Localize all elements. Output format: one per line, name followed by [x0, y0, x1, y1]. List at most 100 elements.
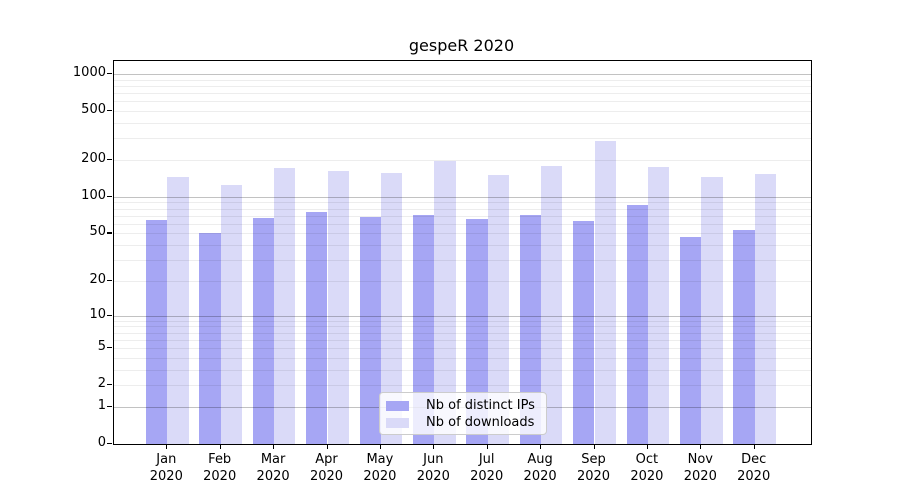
y-tick-label-20: 20: [89, 272, 106, 288]
x-tick-label-feb: Feb 2020: [185, 452, 255, 486]
x-tick-label-oct: Oct 2020: [612, 452, 682, 486]
x-tick-label-may: May 2020: [345, 452, 415, 486]
x-tick-dec: [753, 444, 755, 449]
x-tick-sep: [593, 444, 595, 449]
y-tick-10: [107, 314, 112, 316]
gridline-minor-700: [114, 93, 811, 95]
x-tick-month: Apr: [315, 452, 338, 467]
legend-swatch-ips: [386, 400, 409, 411]
bar-downloads-oct: [647, 166, 670, 444]
x-tick-month: Jul: [478, 452, 495, 467]
x-tick-year: 2020: [737, 468, 771, 484]
x-tick-year: 2020: [203, 468, 237, 484]
gridline-minor-600: [114, 101, 811, 103]
gridline-minor-800: [114, 85, 811, 87]
y-tick-1: [107, 405, 112, 408]
x-tick-year: 2020: [363, 468, 397, 484]
bar-ips-jan: [146, 220, 168, 444]
bar-ips-mar: [252, 218, 275, 444]
legend-label-downloads: Nb of downloads: [426, 415, 535, 430]
x-tick-year: 2020: [683, 468, 717, 484]
bar-downloads-feb: [220, 185, 242, 444]
y-tick-1000: [107, 72, 112, 75]
y-tick-label-200: 200: [81, 151, 106, 167]
gridline-major-1000: [114, 73, 811, 75]
x-tick-label-sep: Sep 2020: [559, 452, 629, 486]
y-tick-label-5: 5: [97, 339, 106, 355]
legend: Nb of distinct IPs Nb of downloads: [379, 392, 547, 435]
y-tick-2: [107, 384, 112, 386]
x-tick-label-aug: Aug 2020: [505, 452, 575, 486]
x-tick-feb: [219, 444, 221, 449]
x-tick-label-jul: Jul 2020: [452, 452, 522, 486]
y-tick-200: [107, 158, 112, 161]
bar-ips-may: [359, 217, 381, 444]
x-tick-label-jun: Jun 2020: [398, 452, 468, 486]
bar-ips-nov: [680, 236, 702, 444]
bar-downloads-jul: [487, 174, 509, 444]
legend-item-ips: Nb of distinct IPs: [386, 397, 546, 414]
bar-ips-feb: [199, 233, 221, 444]
x-tick-year: 2020: [149, 468, 183, 484]
x-tick-year: 2020: [576, 468, 611, 484]
bar-downloads-may: [380, 173, 403, 444]
x-tick-label-jan: Jan 2020: [131, 452, 201, 486]
x-tick-month: May: [366, 452, 394, 467]
y-tick-label-10: 10: [89, 306, 106, 322]
x-tick-label-mar: Mar 2020: [238, 452, 308, 486]
bar-ips-jul: [466, 218, 488, 444]
bar-ips-apr: [306, 212, 328, 444]
y-tick-label-100: 100: [81, 188, 106, 204]
x-tick-jul: [486, 444, 488, 449]
x-tick-month: Feb: [208, 452, 232, 467]
x-tick-month: Jan: [156, 452, 177, 467]
x-tick-month: Aug: [527, 452, 553, 467]
bar-downloads-jan: [167, 177, 189, 444]
plot-area: [113, 60, 812, 445]
x-tick-year: 2020: [416, 468, 450, 484]
legend-item-downloads: Nb of downloads: [386, 414, 546, 431]
gridline-minor-900: [114, 79, 811, 81]
x-tick-year: 2020: [309, 468, 344, 484]
x-tick-jun: [433, 444, 435, 449]
bar-downloads-mar: [274, 168, 296, 444]
y-tick-label-50: 50: [89, 224, 106, 240]
x-tick-label-nov: Nov 2020: [665, 452, 735, 486]
bar-downloads-aug: [541, 165, 563, 444]
y-tick-5: [107, 347, 112, 349]
bar-ips-sep: [573, 221, 595, 444]
x-tick-oct: [646, 444, 649, 449]
gridline-minor-200: [114, 159, 811, 161]
y-tick-500: [107, 110, 112, 112]
legend-label-ips: Nb of distinct IPs: [426, 398, 535, 413]
x-tick-mar: [273, 444, 275, 449]
x-tick-jan: [166, 444, 168, 449]
bar-ips-dec: [733, 230, 755, 444]
chart-title: gespeR 2020: [408, 36, 515, 55]
x-tick-nov: [700, 444, 702, 449]
bar-ips-oct: [626, 205, 648, 444]
x-tick-year: 2020: [470, 468, 504, 484]
x-tick-year: 2020: [523, 468, 557, 484]
x-tick-label-dec: Dec 2020: [719, 452, 789, 486]
x-tick-month: Nov: [687, 452, 713, 467]
y-tick-label-500: 500: [81, 102, 106, 118]
bar-downloads-nov: [701, 176, 723, 444]
y-tick-label-0: 0: [97, 435, 106, 451]
x-tick-month: Sep: [581, 452, 606, 467]
y-tick-0: [107, 443, 112, 445]
gridline-minor-400: [114, 122, 811, 124]
x-tick-aug: [540, 444, 542, 449]
gridline-minor-500: [114, 111, 811, 113]
y-tick-50: [107, 232, 112, 234]
bar-downloads-dec: [754, 173, 776, 444]
x-tick-month: Jun: [423, 452, 444, 467]
y-tick-label-1: 1: [97, 398, 106, 414]
x-tick-month: Oct: [635, 452, 659, 467]
y-tick-20: [107, 279, 112, 282]
x-tick-label-apr: Apr 2020: [292, 452, 362, 486]
y-tick-label-2: 2: [97, 376, 106, 392]
gridline-minor-300: [114, 138, 811, 140]
bar-downloads-apr: [327, 170, 349, 444]
